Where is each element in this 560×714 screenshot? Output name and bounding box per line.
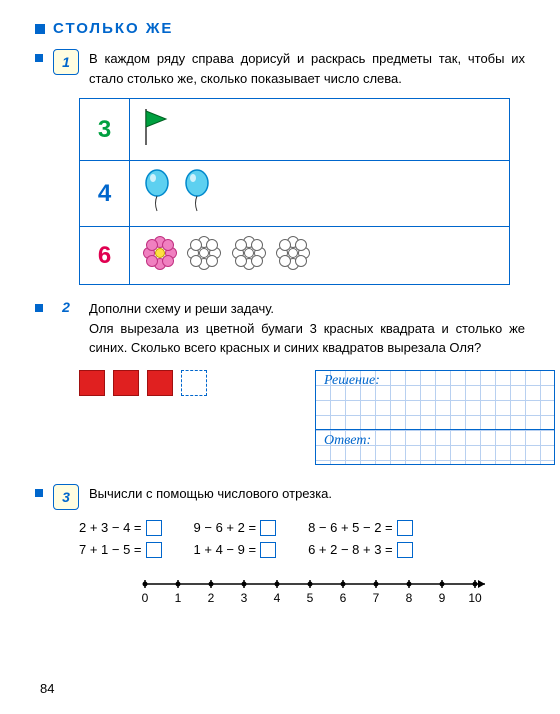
task-marker [35,489,43,497]
red-square [79,370,105,396]
task-num: 3 [62,489,70,505]
flower-pink-icon [142,235,178,276]
task-3: 3 Вычисли с помощью числового отрезка. 2… [35,484,525,615]
task-badge-1: 1 [53,49,79,75]
table-row: 3 [80,99,510,161]
solution-grid: Решение: Ответ: [315,370,555,465]
expr: 9 − 6 + 2 = [194,520,257,535]
svg-text:0: 0 [142,591,149,605]
flag-icon [142,107,172,152]
red-square [147,370,173,396]
svg-text:3: 3 [241,591,248,605]
task3-text: Вычисли с помощью числового отрезка. [89,484,332,504]
header-title: СТОЛЬКО ЖЕ [53,20,173,37]
answer-box[interactable] [397,542,413,558]
svg-text:10: 10 [468,591,482,605]
expr: 7 + 1 − 5 = [79,542,142,557]
expr: 8 − 6 + 5 − 2 = [308,520,393,535]
expr: 6 + 2 − 8 + 3 = [308,542,393,557]
page-number: 84 [40,681,54,696]
row-number: 6 [80,227,130,285]
dashed-square [181,370,207,396]
svg-text:8: 8 [406,591,413,605]
calc-row: 8 − 6 + 5 − 2 = [308,520,413,536]
task-1: 1 В каждом ряду справа дорисуй и раскрас… [35,49,525,285]
header-marker [35,24,45,34]
calc-row: 1 + 4 − 9 = [194,542,277,558]
calc-row: 7 + 1 − 5 = [79,542,162,558]
answer-box[interactable] [260,542,276,558]
task1-text: В каждом ряду справа дорисуй и раскрась … [89,49,525,88]
answer-box[interactable] [260,520,276,536]
calc-col: 9 − 6 + 2 = 1 + 4 − 9 = [194,520,277,558]
flower-outline-icon [186,235,222,276]
task-num: 2 [53,299,79,315]
number-line: 0 1 2 3 4 5 6 7 8 9 10 [135,570,525,615]
calc-row: 9 − 6 + 2 = [194,520,277,536]
expr: 1 + 4 − 9 = [194,542,257,557]
answer-box[interactable] [146,520,162,536]
balloon-icon [182,169,212,218]
balloon-icon [142,169,172,218]
task-marker [35,54,43,62]
svg-text:7: 7 [373,591,380,605]
row-objects [130,99,510,161]
svg-text:1: 1 [175,591,182,605]
calc-col: 8 − 6 + 5 − 2 = 6 + 2 − 8 + 3 = [308,520,413,558]
task2-text: Дополни схему и реши задачу. [89,301,274,316]
flower-outline-icon [231,235,267,276]
table-row: 6 [80,227,510,285]
task-marker [35,304,43,312]
expr: 2 + 3 − 4 = [79,520,142,535]
svg-text:2: 2 [208,591,215,605]
answer-box[interactable] [397,520,413,536]
flower-outline-icon [275,235,311,276]
svg-text:5: 5 [307,591,314,605]
svg-text:9: 9 [439,591,446,605]
row-objects [130,161,510,227]
draw-table: 3 4 [79,98,510,285]
calc-row: 6 + 2 − 8 + 3 = [308,542,413,558]
task-num: 1 [62,54,70,70]
task-2: 2 Дополни схему и реши задачу. Оля вырез… [35,299,525,470]
row-number: 4 [80,161,130,227]
calc-area: 2 + 3 − 4 = 7 + 1 − 5 = 9 − 6 + 2 = 1 + … [79,520,525,558]
divider [316,429,554,430]
solution-label: Решение: [324,373,380,389]
table-row: 4 [80,161,510,227]
calc-col: 2 + 3 − 4 = 7 + 1 − 5 = [79,520,162,558]
svg-text:4: 4 [274,591,281,605]
answer-label: Ответ: [324,433,371,449]
red-square [113,370,139,396]
page-header: СТОЛЬКО ЖЕ [35,20,525,37]
answer-box[interactable] [146,542,162,558]
task2-problem: Оля вырезала из цветной бумаги 3 красных… [89,321,525,356]
row-number: 3 [80,99,130,161]
task-badge-3: 3 [53,484,79,510]
task2-wrap: Дополни схему и реши задачу. Оля вырезал… [89,299,525,358]
svg-text:6: 6 [340,591,347,605]
calc-row: 2 + 3 − 4 = [79,520,162,536]
row-objects [130,227,510,285]
